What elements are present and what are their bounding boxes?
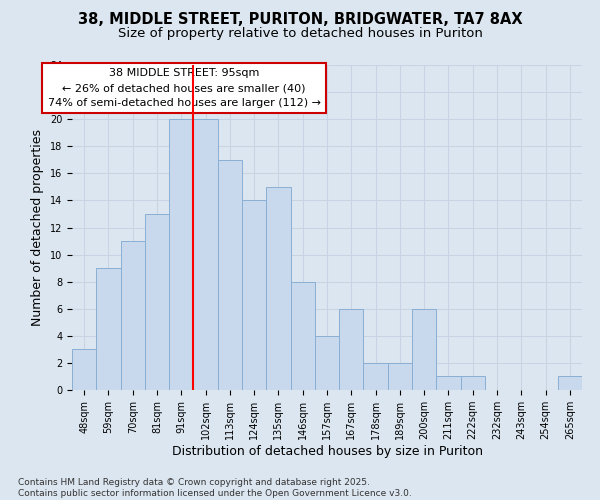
Bar [266, 187, 290, 390]
Text: 38, MIDDLE STREET, PURITON, BRIDGWATER, TA7 8AX: 38, MIDDLE STREET, PURITON, BRIDGWATER, … [77, 12, 523, 28]
Bar [290, 282, 315, 390]
Bar [388, 363, 412, 390]
Text: Size of property relative to detached houses in Puriton: Size of property relative to detached ho… [118, 28, 482, 40]
Bar [461, 376, 485, 390]
Bar [145, 214, 169, 390]
Bar [72, 350, 96, 390]
Bar [436, 376, 461, 390]
Y-axis label: Number of detached properties: Number of detached properties [31, 129, 44, 326]
X-axis label: Distribution of detached houses by size in Puriton: Distribution of detached houses by size … [172, 445, 482, 458]
Bar [412, 308, 436, 390]
Bar [364, 363, 388, 390]
Bar [169, 119, 193, 390]
Bar [315, 336, 339, 390]
Bar [339, 308, 364, 390]
Bar [242, 200, 266, 390]
Text: Contains HM Land Registry data © Crown copyright and database right 2025.
Contai: Contains HM Land Registry data © Crown c… [18, 478, 412, 498]
Bar [96, 268, 121, 390]
Bar [121, 241, 145, 390]
Bar [558, 376, 582, 390]
Bar [193, 119, 218, 390]
Text: 38 MIDDLE STREET: 95sqm
← 26% of detached houses are smaller (40)
74% of semi-de: 38 MIDDLE STREET: 95sqm ← 26% of detache… [47, 68, 320, 108]
Bar [218, 160, 242, 390]
